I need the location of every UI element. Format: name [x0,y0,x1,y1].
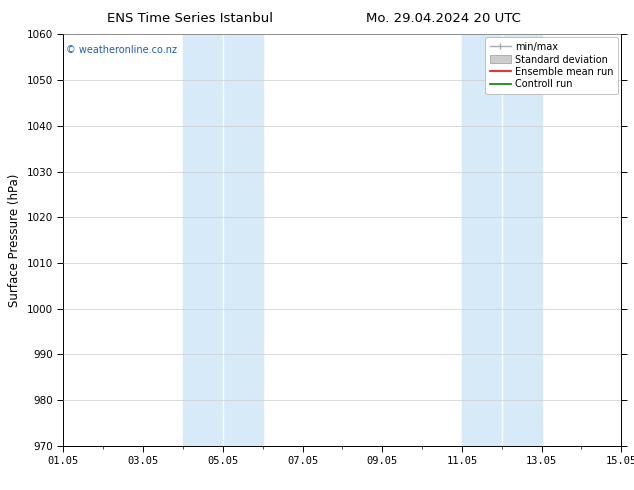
Bar [183,34,223,446]
Bar [501,34,541,446]
Bar [223,34,262,446]
Text: Mo. 29.04.2024 20 UTC: Mo. 29.04.2024 20 UTC [366,12,521,25]
Legend: min/max, Standard deviation, Ensemble mean run, Controll run: min/max, Standard deviation, Ensemble me… [485,37,618,94]
Text: © weatheronline.co.nz: © weatheronline.co.nz [66,45,177,54]
Y-axis label: Surface Pressure (hPa): Surface Pressure (hPa) [8,173,21,307]
Text: ENS Time Series Istanbul: ENS Time Series Istanbul [107,12,273,25]
Bar [462,34,501,446]
